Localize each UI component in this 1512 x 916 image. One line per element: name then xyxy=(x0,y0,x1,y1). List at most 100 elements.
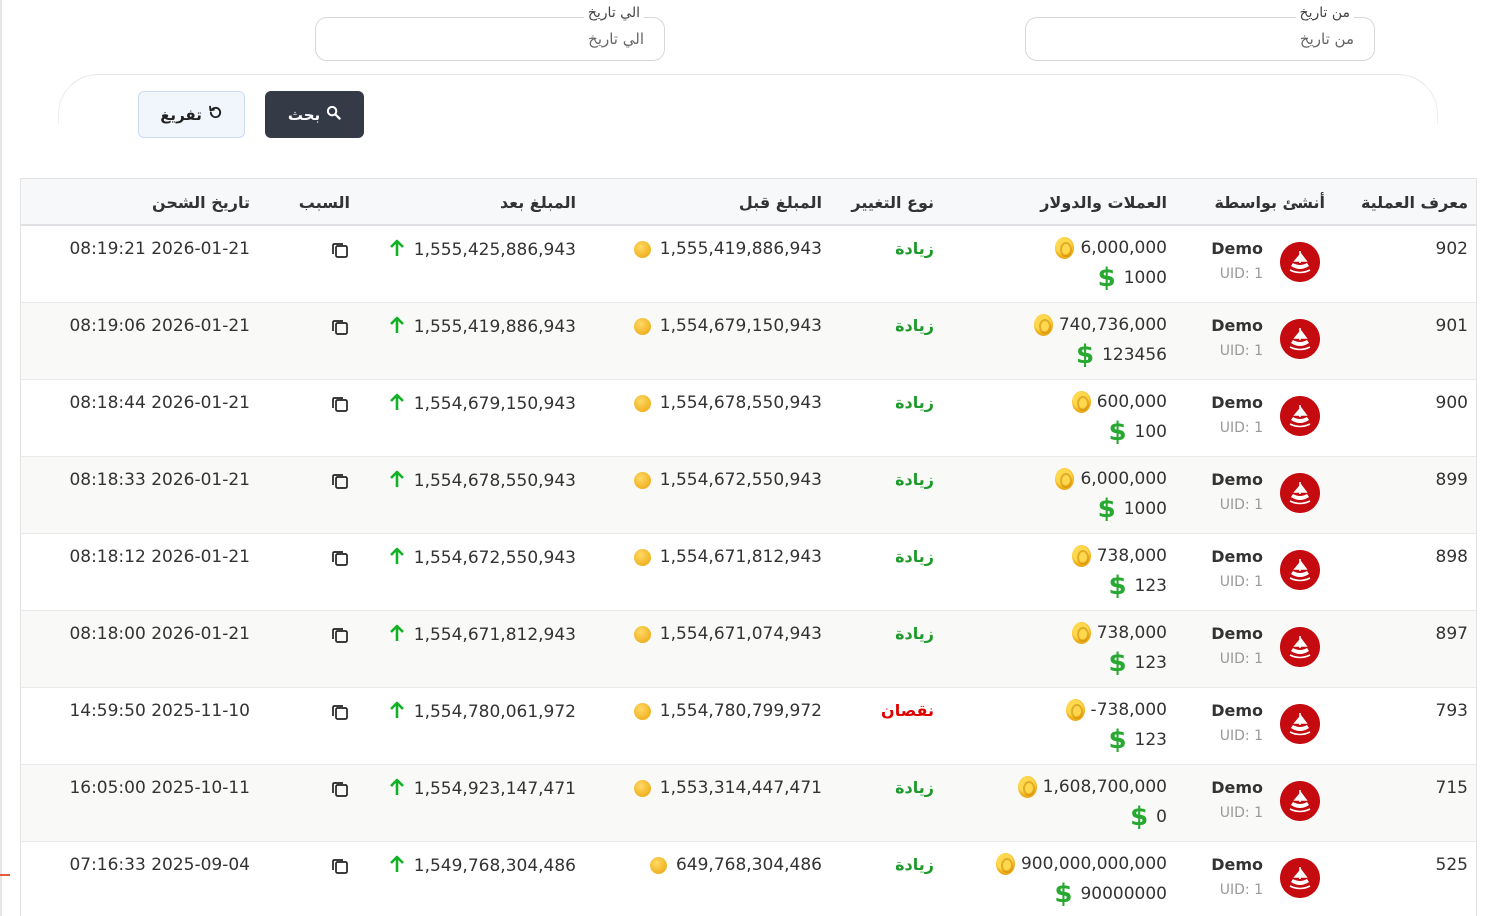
charge-date: 2025-10-11 16:05:00 xyxy=(69,778,250,798)
coins-amount: 600,000 xyxy=(1071,391,1167,413)
header-reason[interactable]: السبب xyxy=(298,193,350,212)
amount-after: 1,554,672,550,943 xyxy=(389,547,576,568)
avatar[interactable] xyxy=(1280,858,1320,898)
amount-before: 1,554,678,550,943 xyxy=(633,393,822,413)
coins-value: 738,000- xyxy=(1090,700,1167,720)
copy-icon[interactable] xyxy=(331,549,349,567)
copy-icon[interactable] xyxy=(331,241,349,259)
copy-icon[interactable] xyxy=(331,395,349,413)
amount-before: 1,554,780,799,972 xyxy=(633,701,822,721)
creator-uid: UID: 1 xyxy=(1219,882,1263,898)
table-row[interactable]: 897 Demo UID: 1 738,000 123 $ زيادة 1,55… xyxy=(21,611,1476,688)
dollars-amount: 100 $ xyxy=(1108,417,1167,447)
avatar-logo-icon xyxy=(1280,396,1320,436)
dollars-amount: 123 $ xyxy=(1108,571,1167,601)
clear-button[interactable]: تفريغ xyxy=(138,91,245,138)
header-amount-after[interactable]: المبلغ بعد xyxy=(499,193,576,212)
avatar-logo-icon xyxy=(1280,319,1320,359)
creator-name: Demo xyxy=(1211,701,1263,720)
coins-amount: 6,000,000 xyxy=(1055,468,1167,490)
gold-coin-icon xyxy=(633,779,651,797)
table-row[interactable]: 900 Demo UID: 1 600,000 100 $ زيادة 1,55… xyxy=(21,380,1476,457)
gold-coin-icon xyxy=(1033,314,1053,336)
header-created-by[interactable]: أنشئ بواسطة xyxy=(1214,193,1325,212)
charge-date: 2025-09-04 07:16:33 xyxy=(69,855,250,875)
header-change-type[interactable]: نوع التغيير xyxy=(851,193,934,212)
table-row[interactable]: 901 Demo UID: 1 740,736,000 123456 $ زيا… xyxy=(21,303,1476,380)
dollar-icon: $ xyxy=(1108,417,1127,447)
header-coins-dollars[interactable]: العملات والدولار xyxy=(1040,193,1167,212)
table-row[interactable]: 902 Demo UID: 1 6,000,000 1000 $ زيادة 1… xyxy=(21,226,1476,303)
avatar-logo-icon xyxy=(1280,550,1320,590)
gold-coin-icon xyxy=(1071,622,1091,644)
copy-icon[interactable] xyxy=(331,780,349,798)
row-id: 901 xyxy=(1435,316,1468,336)
coins-amount: 740,736,000 xyxy=(1033,314,1167,336)
row-id: 715 xyxy=(1435,778,1468,798)
avatar[interactable] xyxy=(1280,396,1320,436)
transactions-table: معرف العملية أنشئ بواسطة العملات والدولا… xyxy=(20,178,1477,916)
avatar[interactable] xyxy=(1280,627,1320,667)
to-date-label: الي تاريخ xyxy=(583,5,644,21)
amount-before-value: 1,554,671,812,943 xyxy=(659,547,822,567)
gold-coin-icon xyxy=(1071,391,1091,413)
avatar[interactable] xyxy=(1280,473,1320,513)
from-date-input[interactable]: من تاريخ xyxy=(1299,30,1354,48)
from-date-field[interactable]: من تاريخ من تاريخ xyxy=(1025,5,1375,61)
creator-uid: UID: 1 xyxy=(1219,728,1263,744)
change-type: زيادة xyxy=(895,547,934,566)
coins-value: 740,736,000 xyxy=(1058,315,1167,335)
charge-date: 2026-01-21 08:18:44 xyxy=(69,393,250,413)
dollar-icon: $ xyxy=(1054,879,1073,909)
coins-amount: 738,000 xyxy=(1071,545,1167,567)
table-row[interactable]: 793 Demo UID: 1 738,000- 123 $ نقصان 1,5… xyxy=(21,688,1476,765)
dollar-icon: $ xyxy=(1108,571,1127,601)
avatar[interactable] xyxy=(1280,550,1320,590)
copy-icon[interactable] xyxy=(331,626,349,644)
table-row[interactable]: 525 Demo UID: 1 900,000,000,000 90000000… xyxy=(21,842,1476,916)
from-date-label: من تاريخ xyxy=(1295,5,1354,21)
amount-after-value: 1,554,679,150,943 xyxy=(413,393,576,414)
avatar[interactable] xyxy=(1280,242,1320,282)
dollars-amount: 123 $ xyxy=(1108,727,1167,753)
to-date-field[interactable]: الي تاريخ الي تاريخ xyxy=(315,5,665,61)
header-charge-date[interactable]: تاريخ الشحن xyxy=(151,193,250,212)
to-date-input[interactable]: الي تاريخ xyxy=(588,30,644,48)
dollars-value: 0 xyxy=(1156,807,1167,827)
search-button[interactable]: بحث xyxy=(265,91,364,138)
avatar-logo-icon xyxy=(1280,858,1320,898)
header-id[interactable]: معرف العملية xyxy=(1360,193,1468,212)
amount-before-value: 1,554,672,550,943 xyxy=(659,470,822,490)
change-type: زيادة xyxy=(895,470,934,489)
amount-before-value: 1,554,671,074,943 xyxy=(659,624,822,644)
avatar[interactable] xyxy=(1280,781,1320,821)
dollars-amount: 123456 $ xyxy=(1076,342,1167,368)
copy-icon[interactable] xyxy=(331,472,349,490)
dollars-value: 1000 xyxy=(1123,499,1167,519)
copy-icon[interactable] xyxy=(331,857,349,875)
amount-before: 1,554,679,150,943 xyxy=(633,316,822,336)
charge-date: 2026-01-21 08:18:00 xyxy=(69,624,250,644)
table-row[interactable]: 715 Demo UID: 1 1,608,700,000 0 $ زيادة … xyxy=(21,765,1476,842)
gold-coin-icon xyxy=(1071,545,1091,567)
gold-coin-icon xyxy=(633,394,651,412)
coins-value: 1,608,700,000 xyxy=(1042,777,1167,797)
copy-icon[interactable] xyxy=(331,318,349,336)
table-header: معرف العملية أنشئ بواسطة العملات والدولا… xyxy=(21,179,1476,226)
row-id: 897 xyxy=(1435,624,1468,644)
search-button-label: بحث xyxy=(287,105,321,124)
row-id: 898 xyxy=(1435,547,1468,567)
creator-uid: UID: 1 xyxy=(1219,420,1263,436)
table-row[interactable]: 898 Demo UID: 1 738,000 123 $ زيادة 1,55… xyxy=(21,534,1476,611)
table-row[interactable]: 899 Demo UID: 1 6,000,000 1000 $ زيادة 1… xyxy=(21,457,1476,534)
gold-coin-icon xyxy=(1055,468,1075,490)
copy-icon[interactable] xyxy=(331,703,349,721)
avatar[interactable] xyxy=(1280,319,1320,359)
arrow-up-icon xyxy=(389,547,405,568)
amount-after-value: 1,554,923,147,471 xyxy=(413,778,576,799)
change-type: زيادة xyxy=(895,778,934,797)
header-amount-before[interactable]: المبلغ قبل xyxy=(738,193,822,212)
change-type: زيادة xyxy=(895,316,934,335)
amount-after-value: 1,554,780,061,972 xyxy=(413,701,576,722)
avatar[interactable] xyxy=(1280,704,1320,744)
